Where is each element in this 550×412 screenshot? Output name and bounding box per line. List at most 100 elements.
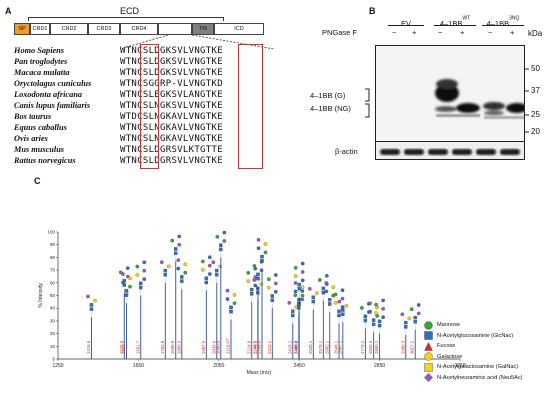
- alignment-row: Rattus norvegicus WTNCSLDGRSVLVNGTKE: [14, 156, 274, 167]
- domain-linker: [158, 23, 192, 35]
- circle-icon: [424, 320, 433, 330]
- y-tick-label: 0: [52, 357, 55, 362]
- actin-label: β-actin: [335, 147, 358, 156]
- glycan-structure-icon: [324, 281, 336, 306]
- lane-header-3nq: 4–1BB3NQ: [478, 13, 528, 31]
- marker-20: 20: [531, 127, 540, 136]
- species-name: Oryctolagus cuniculus: [14, 79, 92, 88]
- glycan-structure-icon: [333, 288, 345, 318]
- species-name: Mus musculus: [14, 145, 65, 154]
- alignment-row: Homo Sapiens WTNCSLDGKSVLVNGTKE: [14, 46, 274, 57]
- species-name: Macaca mulatta: [14, 68, 70, 77]
- motif-box-1: [140, 44, 159, 169]
- band-wt-ng: [456, 103, 480, 113]
- y-tick-label: 20: [50, 331, 56, 336]
- species-sequence: WTNCSLNGKSVLVNGTKE: [120, 101, 223, 111]
- square-icon: [424, 362, 433, 372]
- species-sequence: WTNCSGGRP-VLVNGTKD: [120, 79, 223, 89]
- y-tick-label: 50: [50, 293, 56, 298]
- y-tick-label: 70: [50, 268, 56, 273]
- peak-mass-label: 2779.2: [360, 340, 365, 354]
- diamond-icon: [424, 373, 433, 382]
- triangle-icon: [424, 341, 433, 351]
- band-wt-ng-low: [435, 106, 457, 112]
- panel-a-letter: A: [5, 6, 12, 16]
- glycan-structure-icon: [293, 261, 305, 291]
- band-smear-wt: [436, 114, 480, 117]
- species-name: Homo Sapiens: [14, 46, 65, 55]
- species-sequence: WTNCSLEGKSVLANGTKE: [120, 90, 223, 100]
- species-name: Ovis aries: [14, 134, 48, 143]
- species-name: Rattus norvegicus: [14, 156, 76, 165]
- peak-mass-label: 1865.9: [176, 340, 181, 354]
- glycan-structure-icon: [215, 230, 227, 252]
- legend-item: Mannose: [424, 320, 460, 330]
- x-tick-label: 2450: [294, 363, 305, 369]
- alignment-row: Macaca mulatta WTNCSLDGKSVLVNGTKE: [14, 68, 274, 79]
- band-label-ng: 4–1BB (NG): [310, 104, 351, 113]
- glycan-legend: Mannose N-Acetylglucosamine (GlcNac) Fucos…: [424, 320, 548, 384]
- band-3nq-a: [483, 102, 505, 110]
- lane-label-ev: EV: [400, 19, 411, 28]
- actin-band-4: [452, 149, 472, 155]
- domain-tm: TM: [192, 23, 214, 35]
- glycan-structure-icon: [409, 303, 421, 324]
- glycan-structure-icon: [287, 301, 299, 318]
- domain-crd3: CRD3: [88, 23, 120, 35]
- x-tick-label: 1250: [52, 363, 63, 369]
- y-axis-title: % Intensity: [38, 283, 44, 308]
- glycan-structure-icon: [118, 266, 130, 287]
- panel-b-letter: B: [369, 6, 376, 16]
- peak-mass-label: 1590.7: [121, 340, 126, 354]
- peak-mass-label: 2265.0: [257, 340, 262, 354]
- y-tick-label: 30: [50, 318, 56, 323]
- treatment-sign: +: [460, 28, 465, 37]
- legend-label: N-Acetylgalactosamine (GalNac): [437, 364, 519, 370]
- actin-band-6: [500, 149, 520, 155]
- band-3nq-smear: [484, 110, 504, 116]
- species-sequence: WTDCSLNGKAVLVNGTKE: [120, 112, 223, 122]
- species-sequence: WTNCSLNGKAVLVNGTKE: [120, 123, 223, 133]
- peak-mass-label: 3027.2: [410, 340, 415, 354]
- band-3nq-b: [506, 103, 524, 113]
- lane-underline-wt: [434, 25, 476, 26]
- lane-sup-3nq: 3NQ: [509, 15, 520, 22]
- glycan-structure-icon: [266, 273, 278, 302]
- actin-band-5: [476, 149, 496, 155]
- marker-25: 25: [531, 110, 540, 119]
- lane-header-wt: 4–1BBWT: [430, 13, 480, 31]
- peak-mass-label: 2850.1: [374, 340, 379, 354]
- peak-mass-label: 1987.9: [201, 340, 206, 354]
- species-sequence: WTNCSLDGKSVLVNGTKE: [120, 68, 223, 78]
- domain-sp: SP: [14, 23, 30, 35]
- actin-band-3: [428, 149, 448, 155]
- marker-37: 37: [531, 86, 540, 95]
- peak-mass-label: 2110.67: [226, 338, 231, 354]
- species-sequence: WTNCSLDGRSVLKTGTTE: [120, 145, 223, 155]
- legend-label: Fucose: [437, 343, 456, 349]
- glycan-structure-icon: [170, 234, 182, 255]
- blot-bands: [435, 79, 524, 119]
- x-tick-label: 2050: [213, 363, 224, 369]
- domain-bar: SP CRD1 CRD2 CRD3 CRD4 TM ICD: [12, 23, 292, 35]
- glycan-structure-icon: [400, 312, 412, 329]
- western-blot-main: [375, 45, 525, 152]
- square-icon: [424, 331, 433, 340]
- glycan-structure-icon: [121, 272, 132, 297]
- actin-bands: [380, 149, 520, 155]
- marker-ticks: [524, 68, 529, 133]
- band-label-g: 4–1BB (G): [310, 91, 346, 100]
- alignment-row: Pan troglodytes WTNCSLDGKSVLVNGTKE: [14, 57, 274, 68]
- circle-icon: [424, 352, 433, 361]
- species-name: Pan troglodytes: [14, 57, 68, 66]
- alignment-row: Canis lupus familiaris WTNCSLNGKSVLVNGTKE: [14, 101, 274, 112]
- legend-label: Mannose: [437, 322, 461, 328]
- peak-mass-label: 2316.1: [267, 340, 272, 354]
- motif-box-2: [238, 44, 263, 169]
- species-name: Loxodonta africana: [14, 90, 82, 99]
- glycan-structure-icon: [374, 298, 385, 328]
- x-tick-label: 2850: [374, 363, 385, 369]
- y-tick-label: 60: [50, 280, 56, 285]
- glycan-structure-icon: [135, 260, 147, 290]
- alignment-row: Oryctolagus cuniculus WTNCSGGRP-VLVNGTKD: [14, 79, 274, 90]
